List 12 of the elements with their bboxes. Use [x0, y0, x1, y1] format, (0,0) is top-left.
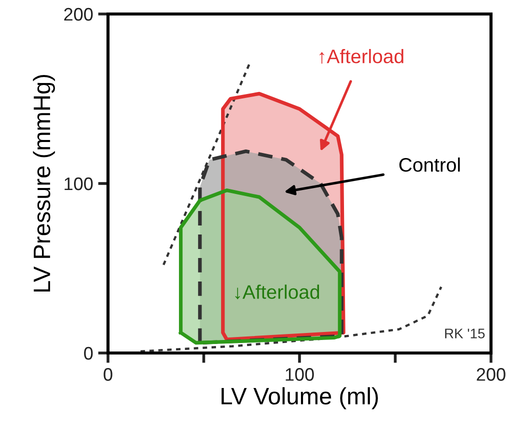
y-tick-label: 200 [64, 8, 93, 21]
text: Control [399, 157, 460, 172]
series-label: ↓Afterload [235, 284, 320, 300]
x-tick-label: 100 [286, 368, 314, 381]
annotation: RK '15 [445, 328, 485, 338]
x-axis-title: LV Volume (ml) [222, 387, 378, 410]
text: ↑Afterload [320, 49, 404, 64]
x-tick-label: 0 [104, 368, 112, 381]
y-tick-label: 0 [84, 346, 93, 360]
y-tick-label: 100 [64, 177, 93, 190]
y-axis-title: LV Pressure (mmHg) [32, 74, 55, 292]
x-tick-label: 200 [476, 368, 506, 381]
